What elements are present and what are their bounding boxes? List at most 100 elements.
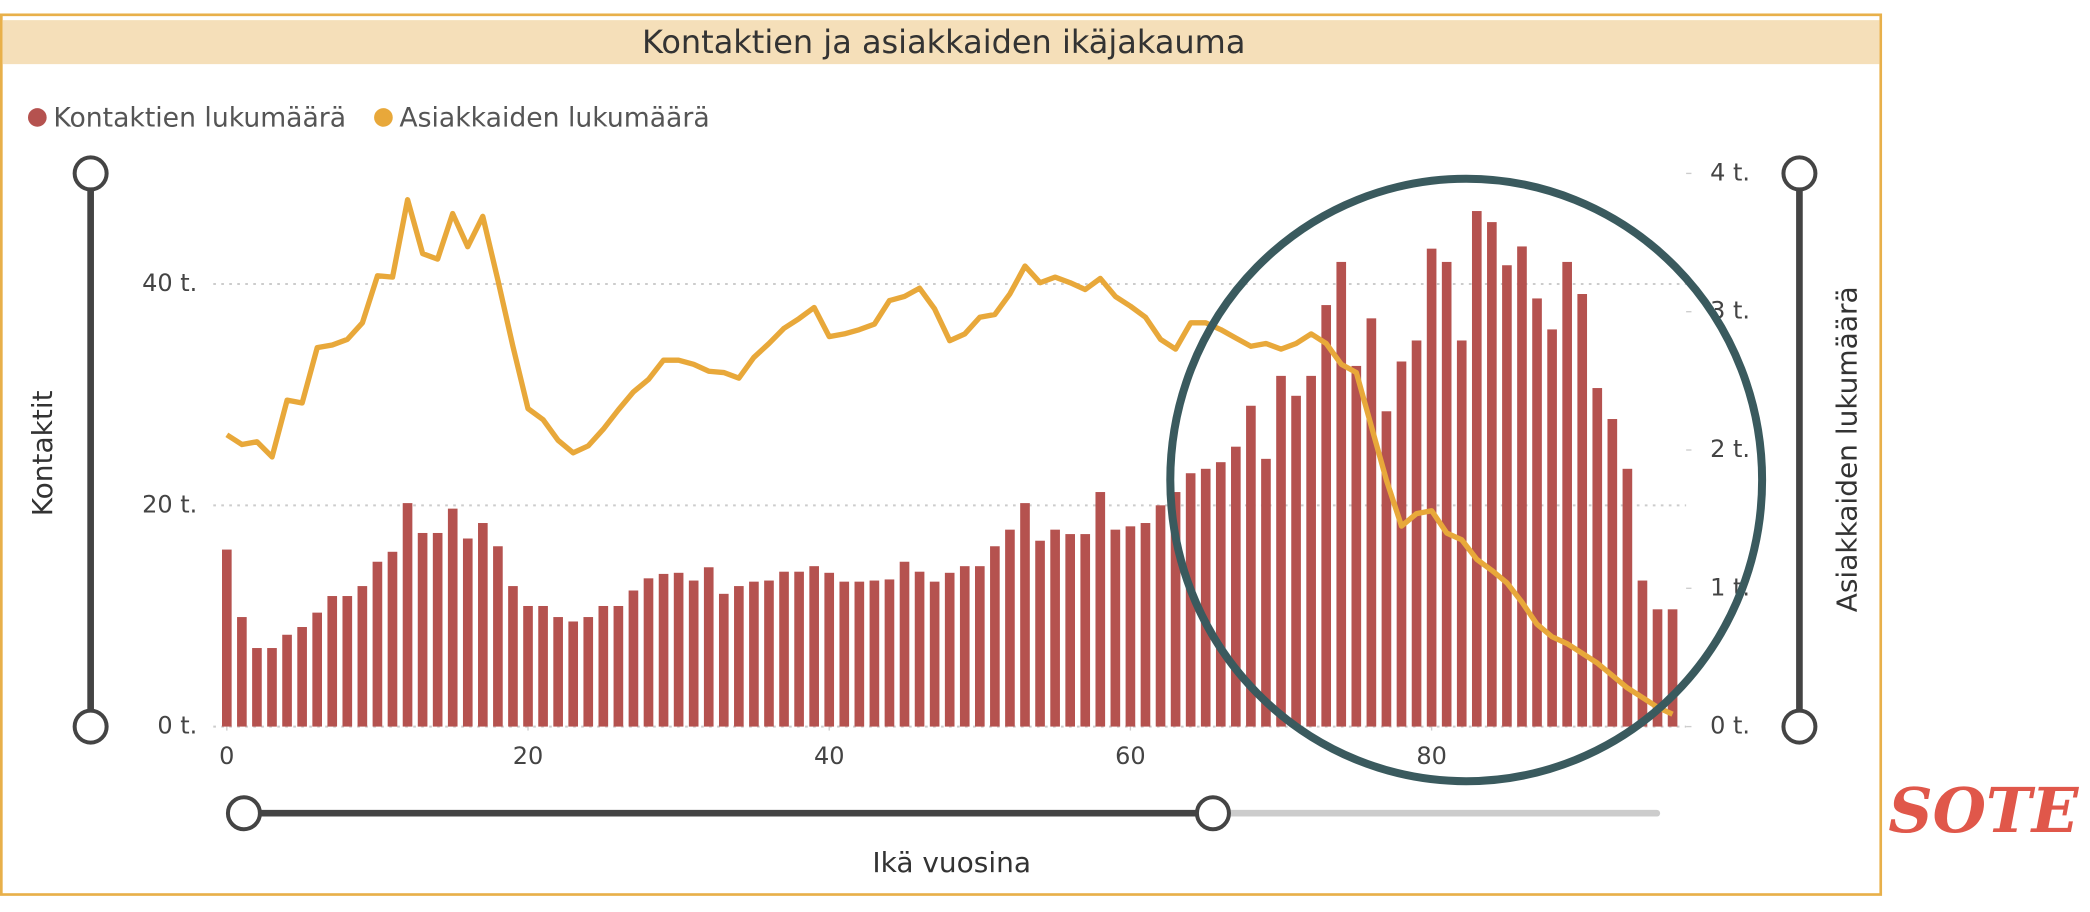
slider-handle[interactable] [225, 795, 262, 832]
bar [1095, 492, 1106, 727]
bar [1607, 419, 1618, 727]
bar [613, 605, 624, 727]
bar [643, 578, 654, 727]
bar [718, 593, 729, 727]
bar [749, 581, 759, 727]
bar [1426, 248, 1437, 727]
bar [417, 532, 428, 727]
bar [1261, 458, 1271, 727]
logo: SOTE [1888, 775, 2079, 847]
bar [1276, 375, 1286, 727]
bar [1366, 318, 1377, 727]
bar [703, 567, 714, 727]
bar [869, 580, 880, 727]
y-tick-label: 40 t. [142, 269, 197, 297]
bar [854, 581, 865, 727]
bar [929, 581, 940, 727]
bar [990, 546, 1000, 727]
bar [357, 586, 368, 727]
bar [553, 617, 563, 727]
bar [1125, 526, 1136, 727]
bar [1502, 265, 1512, 727]
legend-label: Kontaktien lukumäärä [53, 102, 346, 133]
bar [944, 572, 955, 727]
bar [1215, 462, 1226, 727]
bar [1140, 523, 1151, 727]
bar [1637, 580, 1648, 727]
bar [974, 566, 985, 727]
bar [1667, 609, 1678, 727]
x-tick-label: 40 [814, 742, 845, 770]
bottom-slider[interactable] [225, 795, 1661, 832]
y2-tick-label: 2 t. [1710, 435, 1750, 463]
x-tick-label: 20 [513, 742, 544, 770]
bar [568, 621, 579, 727]
bar [884, 579, 895, 727]
plot-area: 0 t.20 t.40 t.0 t.1 t.2 t.3 t.4 t.0 20 40 6… [142, 158, 1750, 770]
bar [899, 561, 910, 727]
bar [252, 648, 262, 727]
x-tick-label: 80 [1416, 742, 1447, 770]
bar [1231, 446, 1241, 727]
bar [297, 627, 307, 727]
bar [583, 617, 594, 727]
legend-marker [374, 108, 393, 127]
bar [1411, 340, 1422, 727]
y-tick-label: 20 t. [142, 490, 197, 518]
bar [402, 503, 413, 727]
left-slider[interactable] [72, 155, 109, 745]
bar [1592, 388, 1603, 727]
bar [1080, 534, 1091, 727]
bar [809, 566, 819, 727]
bar [779, 571, 789, 727]
x-axis-label: Ikä vuosina [872, 846, 1031, 879]
bar [824, 572, 835, 727]
bar [673, 572, 684, 727]
y-axis-label: Kontaktit [26, 390, 59, 516]
bar [1396, 361, 1407, 727]
bar [508, 586, 518, 727]
bar [658, 573, 669, 727]
x-tick-label: 0 [219, 742, 234, 770]
bar [839, 581, 850, 727]
slider-handle[interactable] [1781, 708, 1818, 745]
bar [1532, 298, 1542, 727]
bar [1005, 529, 1015, 727]
slider-handle[interactable] [72, 155, 109, 192]
bar [1547, 329, 1557, 727]
y2-tick-label: 4 t. [1710, 158, 1750, 186]
slider-handle[interactable] [72, 708, 109, 745]
y2-axis-label: Asiakkaiden lukumäärä [1831, 286, 1864, 612]
slider-handle[interactable] [1194, 795, 1231, 832]
line [225, 197, 1674, 717]
bar [598, 605, 609, 727]
bar [794, 571, 804, 727]
highlight-circle [1166, 174, 1767, 786]
bar [1321, 305, 1332, 727]
y-tick-label: 0 t. [157, 712, 197, 740]
slider-handle[interactable] [1781, 155, 1818, 192]
bar [1200, 468, 1211, 727]
right-slider[interactable] [1781, 155, 1818, 745]
bar [1020, 503, 1030, 727]
bar [523, 605, 533, 727]
bar [538, 605, 548, 727]
bar [1035, 540, 1045, 727]
bar [493, 546, 503, 727]
bar [1336, 261, 1347, 727]
bar [282, 634, 292, 727]
bar [1652, 609, 1663, 727]
bar [447, 508, 458, 727]
bar [1351, 365, 1362, 727]
bar [432, 532, 443, 727]
bar [1110, 529, 1121, 727]
legend-label: Asiakkaiden lukumäärä [399, 102, 709, 133]
bar [1456, 340, 1467, 727]
bar [372, 561, 383, 727]
bar [734, 586, 744, 727]
bar [312, 612, 322, 727]
bar [327, 596, 338, 727]
bar [222, 549, 232, 727]
bar [1577, 294, 1588, 727]
